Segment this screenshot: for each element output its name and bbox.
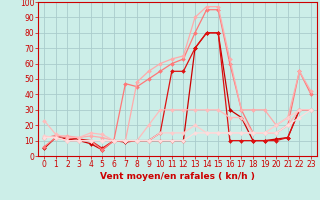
X-axis label: Vent moyen/en rafales ( kn/h ): Vent moyen/en rafales ( kn/h ) — [100, 172, 255, 181]
